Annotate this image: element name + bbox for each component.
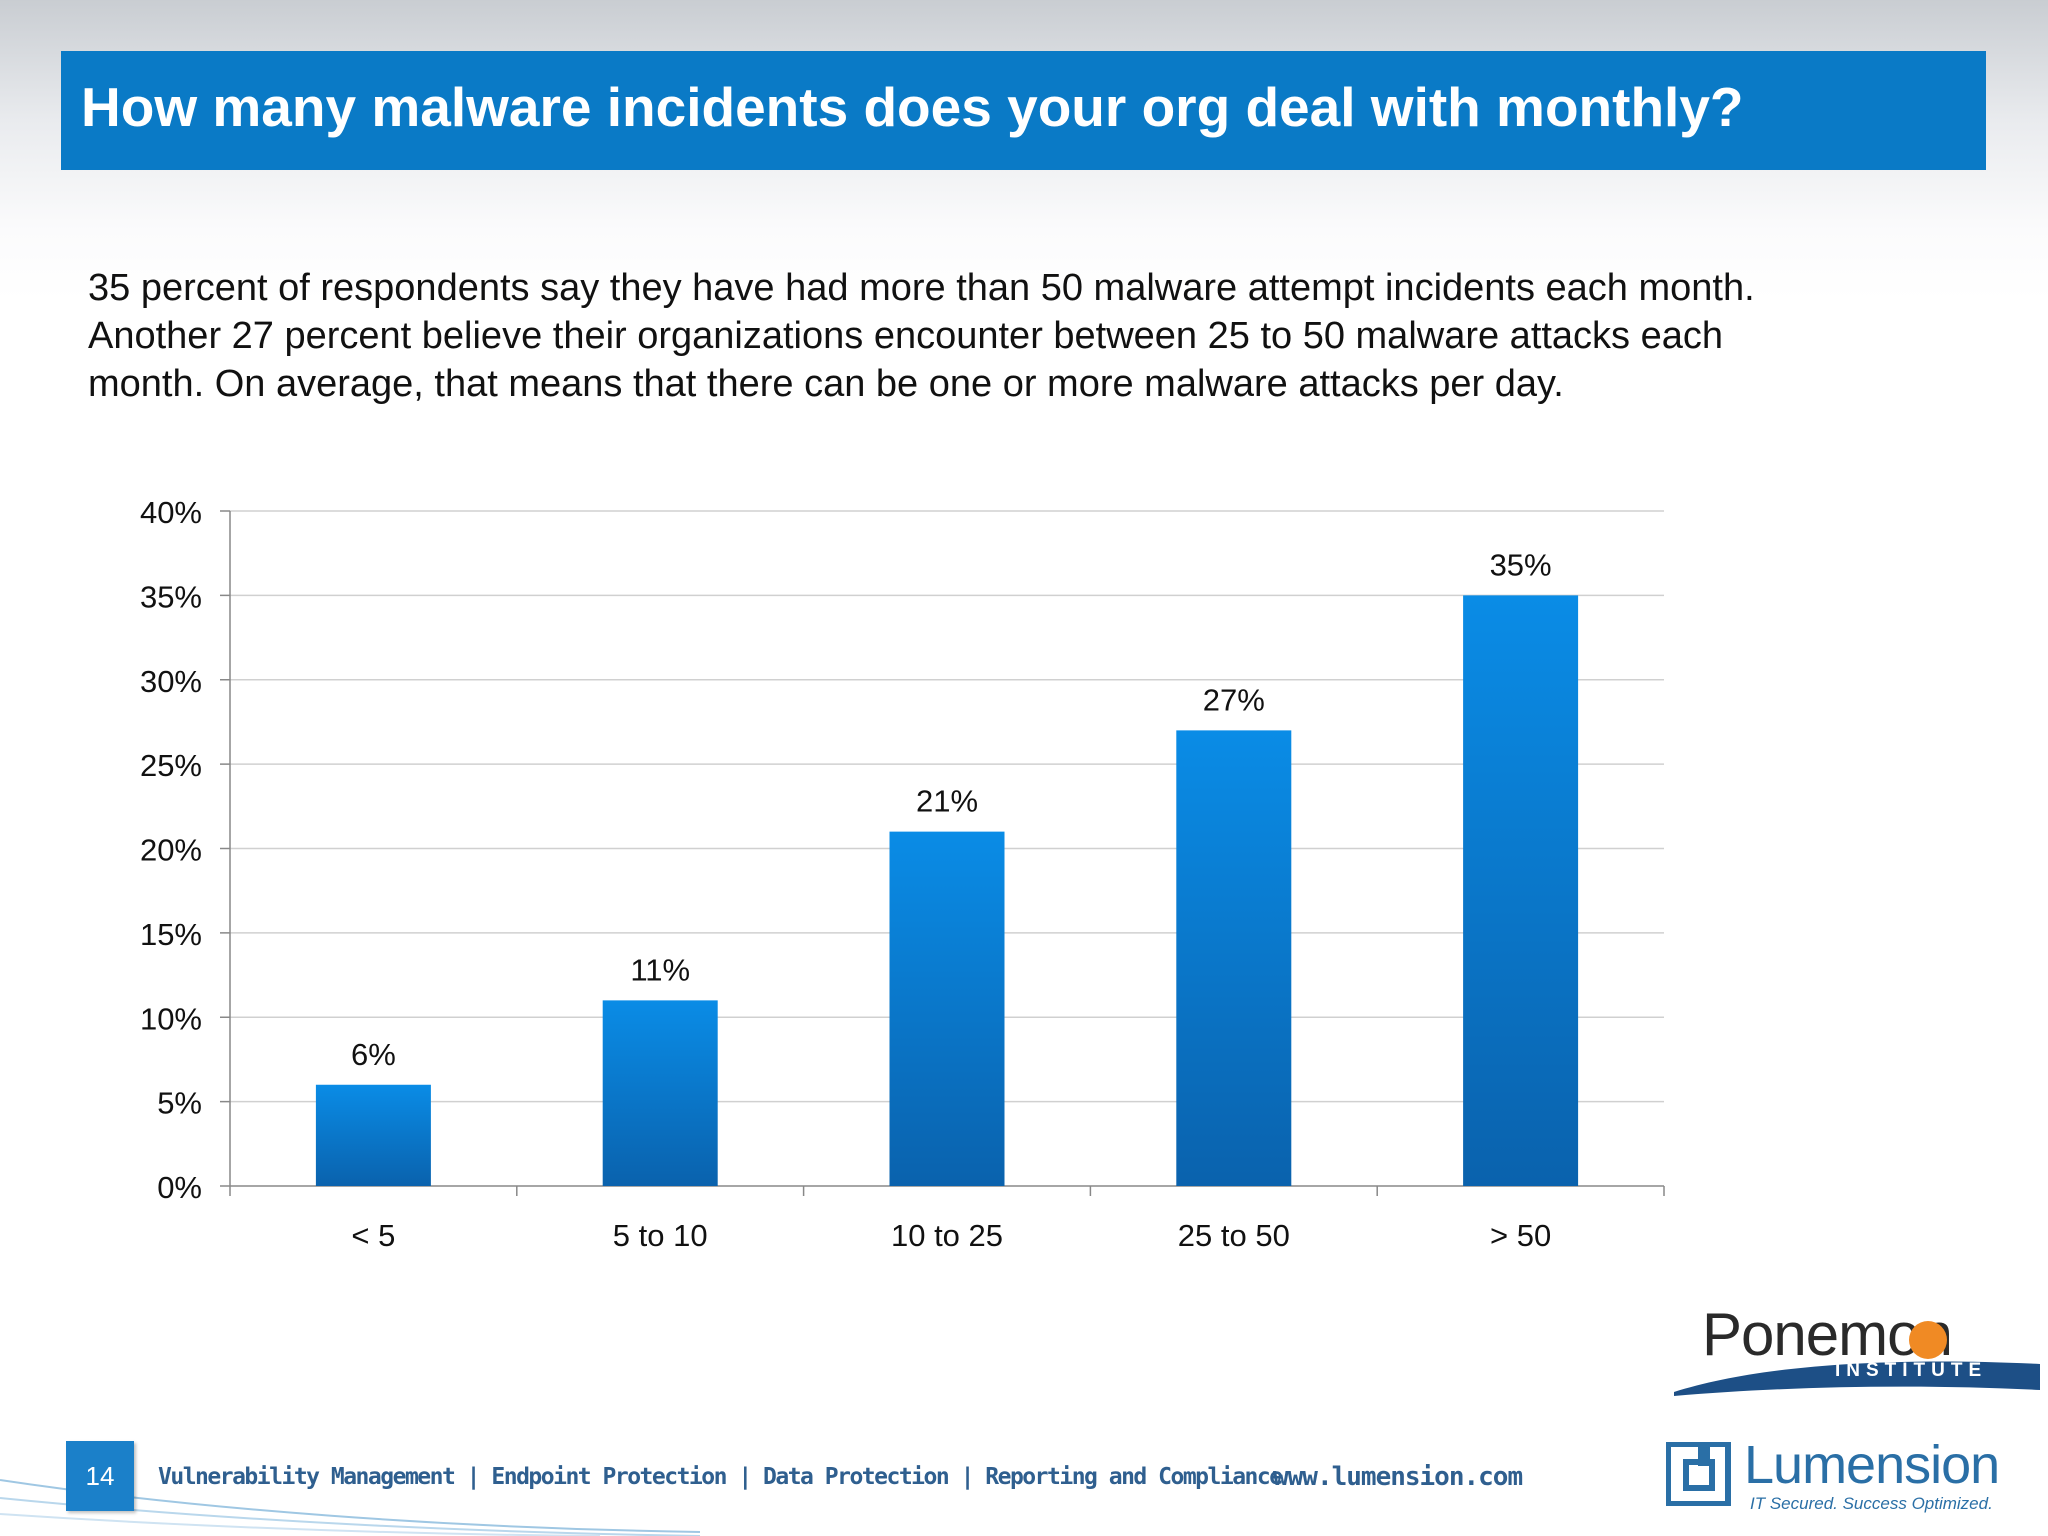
bar <box>1176 730 1292 1186</box>
intro-paragraph: 35 percent of respondents say they have … <box>88 267 1755 405</box>
bar-chart: 0% 5% 10% 15% 20% 25% 30% 35% 40% 6% < 5 11% 5 to 10… <box>140 495 1665 1253</box>
website-link[interactable]: www.lumension.com <box>1273 1462 1523 1492</box>
ponemon-logo: Ponemon INSTITUTE <box>1670 1300 2040 1400</box>
footer-tagline: Vulnerability Management | Endpoint Prot… <box>158 1464 1283 1490</box>
ponemon-dot-icon <box>1909 1321 1947 1359</box>
y-tick-label: 15% <box>140 917 202 952</box>
x-tick-label: > 50 <box>1490 1218 1551 1253</box>
bar <box>315 1084 431 1186</box>
bar <box>602 1000 718 1186</box>
y-tick-label: 0% <box>157 1170 202 1205</box>
x-tick-label: 5 to 10 <box>613 1218 708 1253</box>
ponemon-subtitle: INSTITUTE <box>1835 1360 1988 1381</box>
page-number: 14 <box>66 1441 134 1511</box>
y-tick-label: 25% <box>140 748 202 783</box>
y-tick-label: 10% <box>140 1001 202 1036</box>
data-label: 35% <box>1490 547 1552 582</box>
bars <box>315 595 1579 1186</box>
lumension-tagline: IT Secured. Success Optimized. <box>1750 1494 1993 1513</box>
title-bar: How many malware incidents does your org… <box>61 51 1986 170</box>
y-tick-label: 35% <box>140 579 202 614</box>
lumension-name: Lumension <box>1744 1435 2000 1495</box>
data-label: 11% <box>630 952 690 987</box>
data-label: 21% <box>916 784 978 819</box>
x-tick-label: < 5 <box>351 1218 395 1253</box>
slide-title: How many malware incidents does your org… <box>81 76 1744 138</box>
bar <box>889 831 1005 1186</box>
data-label: 6% <box>351 1037 396 1072</box>
y-tick-label: 40% <box>140 495 202 530</box>
data-label: 27% <box>1203 682 1265 717</box>
lumension-logo-icon <box>1666 1442 1731 1506</box>
lumension-logo: Lumension IT Secured. Success Optimized. <box>1662 1435 2042 1536</box>
x-tick-label: 25 to 50 <box>1178 1218 1290 1253</box>
y-tick-label: 30% <box>140 664 202 699</box>
ponemon-swoosh <box>1674 1361 2040 1396</box>
labels: 0% 5% 10% 15% 20% 25% 30% 35% 40% 6% < 5 11% 5 to 10… <box>140 495 1552 1253</box>
y-tick-label: 20% <box>140 833 202 868</box>
y-tick-label: 5% <box>157 1086 202 1121</box>
x-tick-label: 10 to 25 <box>891 1218 1003 1253</box>
bar <box>1463 595 1579 1186</box>
